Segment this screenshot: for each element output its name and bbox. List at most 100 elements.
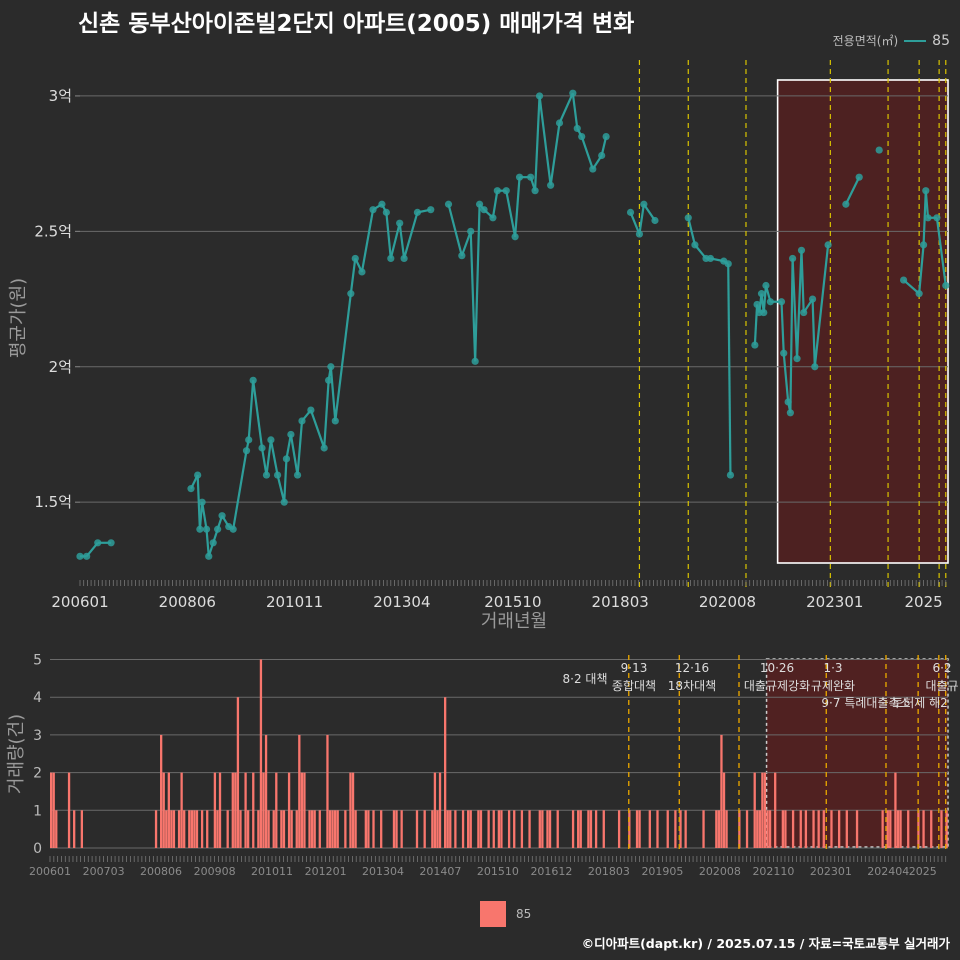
price-xtick-label-4: 201510 <box>484 593 541 611</box>
volume-bar-87 <box>272 810 275 848</box>
volume-bar-350 <box>945 810 948 848</box>
price-line-segment <box>782 353 790 403</box>
volume-bar-111 <box>333 810 337 848</box>
price-point-4 <box>187 485 195 493</box>
volume-ytick-label-5: 5 <box>33 653 42 669</box>
volume-bar-204 <box>571 810 575 848</box>
price-highlight-region <box>776 79 949 564</box>
price-line-segment <box>935 217 947 286</box>
price-ytick-label-2: 2.5억 <box>34 222 72 240</box>
volume-bar-216 <box>602 810 605 848</box>
price-point-81 <box>762 281 770 290</box>
price-line-segment <box>762 285 768 313</box>
price-point-64 <box>602 132 610 141</box>
price-line-segment <box>780 301 785 354</box>
price-xtick-label-6: 202008 <box>699 593 756 611</box>
price-point-101 <box>924 214 932 222</box>
price-x-axis-label: 거래년월 <box>481 611 547 632</box>
volume-y-axis-label: 거래량(건) <box>6 714 27 794</box>
price-point-37 <box>382 208 390 216</box>
volume-bar-43 <box>160 734 163 848</box>
price-point-82 <box>766 298 775 306</box>
price-point-15 <box>242 447 251 455</box>
volume-bar-41 <box>154 810 158 848</box>
volume-bar-164 <box>469 810 472 848</box>
price-line-segment <box>924 190 930 218</box>
volume-chart: 0 1 2 3 4 5 8·2 대책 9·13 종합대책 12·16 18차대책 10·26 대출규제강… <box>6 653 959 878</box>
volume-ytick-label-0: 0 <box>33 841 42 857</box>
price-line-segment <box>813 244 830 367</box>
price-point-61 <box>578 132 586 141</box>
price-line-segment <box>403 212 419 259</box>
volume-xtick-label-2: 200806 <box>140 865 182 878</box>
price-ytick-label-1: 2억 <box>49 358 72 376</box>
volume-bar-44 <box>162 772 165 848</box>
price-line-segment <box>205 529 210 557</box>
price-point-16 <box>245 436 253 444</box>
legend-top-line-swatch <box>904 39 927 42</box>
price-xtick-label-1: 200806 <box>159 593 216 611</box>
volume-bar-272 <box>745 810 749 848</box>
volume-bar-325 <box>881 810 884 848</box>
price-point-80 <box>760 308 768 317</box>
price-point-69 <box>684 214 692 222</box>
price-point-53 <box>515 173 524 181</box>
legend-top-entry: 85 <box>932 32 950 49</box>
price-ytick-label-3: 3억 <box>49 87 72 105</box>
volume-bar-207 <box>579 810 582 848</box>
annotation-0: 8·2 대책 <box>563 671 608 686</box>
volume-bar-348 <box>940 810 943 848</box>
volume-bar-79 <box>252 772 255 848</box>
price-point-77 <box>753 300 761 309</box>
volume-bar-72 <box>234 772 237 848</box>
volume-bar-211 <box>589 810 593 848</box>
price-point-41 <box>413 208 422 216</box>
volume-bar-230 <box>638 810 641 848</box>
price-point-42 <box>427 206 435 214</box>
volume-xtick-label-13: 202110 <box>752 865 794 878</box>
volume-bar-119 <box>354 810 357 848</box>
price-point-29 <box>325 376 333 384</box>
annotation-text-1: 종합대책 <box>612 678 656 693</box>
volume-ytick-label-2: 2 <box>33 766 42 782</box>
volume-bar-244 <box>674 810 677 848</box>
footer-credit: ©디아파트(dapt.kr) / 2025.07.15 / 자료=국토교통부 실… <box>581 936 950 951</box>
volume-bar-93 <box>287 772 291 848</box>
legend-bottom-swatch <box>480 901 506 927</box>
price-line-segment <box>629 211 641 235</box>
price-line-segment <box>265 439 273 476</box>
volume-bar-115 <box>344 810 347 848</box>
volume-bar-298 <box>812 810 815 848</box>
volume-bar-241 <box>666 810 669 848</box>
price-point-26 <box>298 417 306 425</box>
price-line-segment <box>296 420 304 476</box>
price-point-17 <box>249 376 257 384</box>
price-xtick-label-0: 200601 <box>51 593 108 611</box>
price-point-86 <box>786 409 794 417</box>
volume-bar-88 <box>275 772 278 848</box>
volume-bar-195 <box>548 810 552 848</box>
volume-bar-283 <box>774 772 777 848</box>
volume-xtick-label-4: 201011 <box>251 865 293 878</box>
volume-bar-2 <box>55 810 58 848</box>
annotation-text-3: 대출규제강화 <box>744 679 810 693</box>
annotation-text-6: 토허제 해2 <box>892 696 948 710</box>
annotation-5: 9·7 특례대출축소 <box>821 696 910 710</box>
price-point-39 <box>396 219 404 227</box>
volume-bar-91 <box>282 810 286 848</box>
volume-bar-168 <box>479 810 483 848</box>
volume-bar-255 <box>702 810 705 848</box>
volume-bar-137 <box>400 810 403 848</box>
volume-bar-110 <box>331 810 334 848</box>
volume-bar-248 <box>684 810 687 848</box>
volume-bar-97 <box>298 734 301 848</box>
volume-bar-76 <box>244 772 247 848</box>
price-point-12 <box>218 512 226 520</box>
price-point-36 <box>378 200 386 208</box>
price-point-93 <box>824 241 832 249</box>
price-line-segment <box>285 434 292 460</box>
price-point-58 <box>555 119 564 127</box>
volume-bar-96 <box>295 810 298 848</box>
price-point-95 <box>855 173 863 181</box>
volume-bar-263 <box>722 772 726 848</box>
